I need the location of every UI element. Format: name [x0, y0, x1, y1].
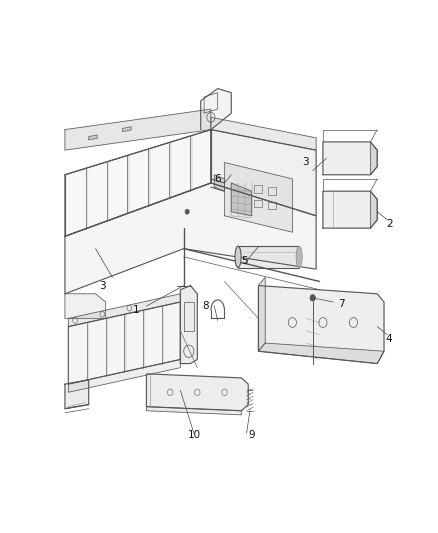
Polygon shape — [231, 183, 251, 216]
Polygon shape — [123, 127, 131, 132]
Polygon shape — [258, 277, 265, 351]
Polygon shape — [224, 163, 293, 232]
Text: 8: 8 — [202, 301, 209, 311]
Text: 10: 10 — [187, 430, 201, 440]
Ellipse shape — [235, 246, 241, 268]
Polygon shape — [238, 246, 299, 268]
Text: 3: 3 — [303, 157, 309, 167]
Bar — [268, 188, 276, 195]
Text: 3: 3 — [99, 280, 106, 290]
Text: 6: 6 — [214, 174, 221, 184]
Text: 7: 7 — [338, 299, 345, 309]
Polygon shape — [68, 359, 180, 392]
Circle shape — [185, 209, 189, 214]
Polygon shape — [65, 130, 211, 236]
Polygon shape — [258, 343, 384, 364]
Polygon shape — [65, 109, 211, 150]
Bar — [254, 185, 262, 193]
Polygon shape — [65, 294, 106, 318]
Polygon shape — [211, 130, 316, 216]
Text: 5: 5 — [241, 256, 248, 266]
Text: 2: 2 — [386, 219, 392, 229]
Polygon shape — [258, 286, 384, 364]
Polygon shape — [65, 380, 88, 409]
Polygon shape — [323, 191, 377, 228]
Polygon shape — [371, 191, 377, 228]
Bar — [268, 202, 276, 209]
Polygon shape — [68, 294, 180, 327]
Circle shape — [310, 295, 315, 301]
Polygon shape — [371, 142, 377, 175]
Polygon shape — [146, 374, 248, 411]
Polygon shape — [323, 142, 377, 175]
Text: 1: 1 — [133, 305, 140, 315]
Text: 9: 9 — [248, 430, 255, 440]
Polygon shape — [146, 407, 241, 415]
Polygon shape — [201, 88, 231, 130]
Polygon shape — [214, 175, 224, 191]
Polygon shape — [68, 302, 180, 384]
Polygon shape — [211, 117, 316, 150]
Text: 4: 4 — [386, 334, 392, 344]
Polygon shape — [65, 183, 316, 294]
Ellipse shape — [296, 246, 302, 268]
Bar — [254, 200, 262, 207]
Polygon shape — [88, 135, 97, 140]
Polygon shape — [180, 286, 197, 364]
